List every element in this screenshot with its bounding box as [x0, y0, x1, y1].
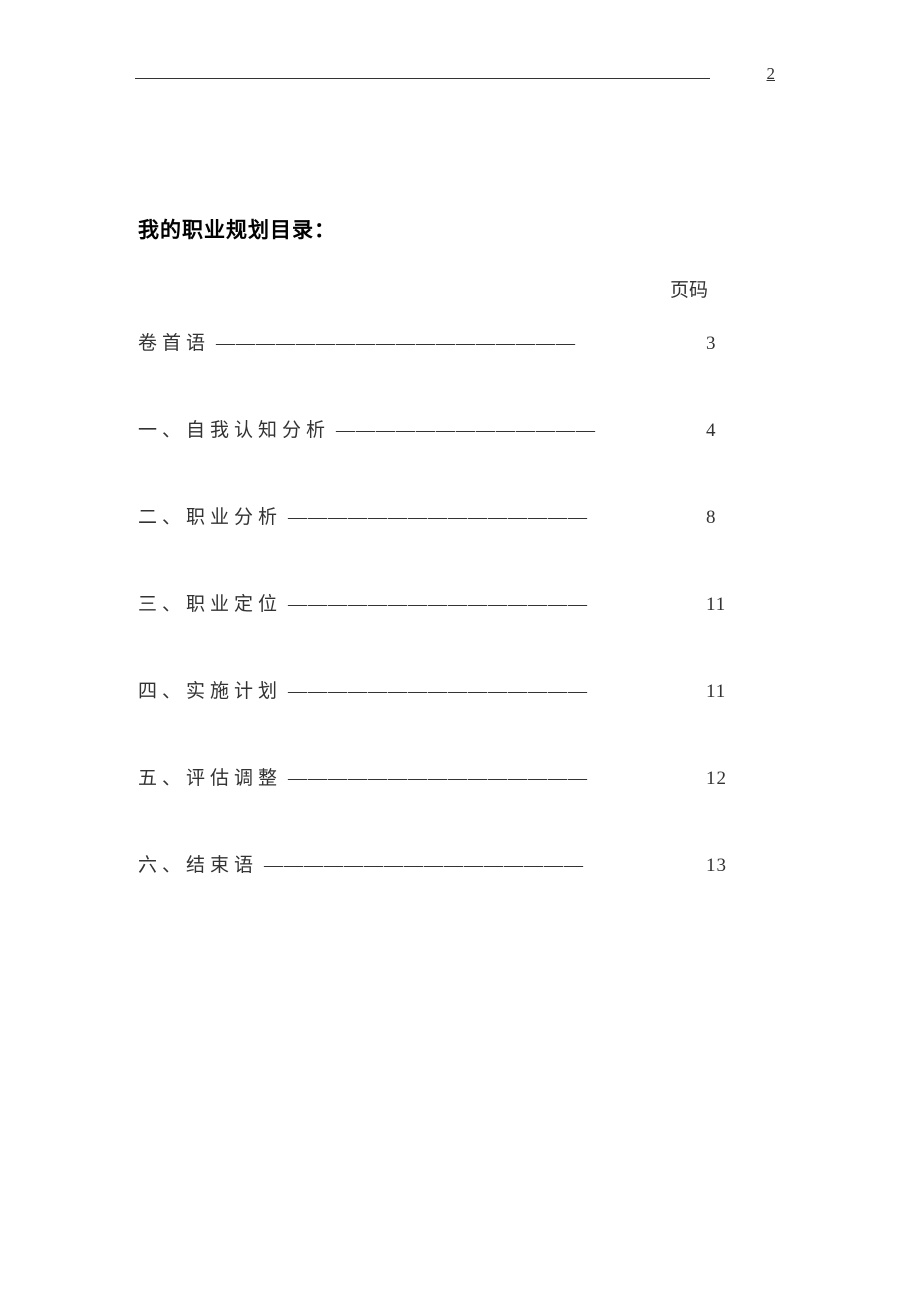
- toc-entry-page: 11: [688, 594, 738, 616]
- toc-entry: 二、职业分析 ——————————————— 8: [138, 502, 738, 529]
- toc-entry-label: 六、结束语: [138, 850, 258, 877]
- page-number: 2: [767, 64, 776, 84]
- toc-entry-leader: ———————————————: [282, 594, 688, 616]
- toc-entry-page: 11: [688, 681, 738, 703]
- toc-entry: 四、实施计划 ——————————————— 11: [138, 676, 738, 703]
- toc-entry-label: 四、实施计划: [138, 676, 282, 703]
- toc-entry: 一、自我认知分析 ————————————— 4: [138, 415, 738, 442]
- toc-entry-label: 一、自我认知分析: [138, 415, 330, 442]
- toc-entry-label: 五、评估调整: [138, 763, 282, 790]
- toc-entry-leader: —————————————: [330, 420, 688, 442]
- toc-title: 我的职业规划目录：: [138, 214, 336, 244]
- toc-entry-page: 4: [688, 420, 738, 442]
- toc-list: 卷首语 —————————————————— 3 一、自我认知分析 ——————…: [138, 328, 738, 937]
- toc-entry-page: 3: [688, 333, 738, 355]
- toc-entry: 三、职业定位 ——————————————— 11: [138, 589, 738, 616]
- toc-entry-leader: ———————————————: [282, 507, 688, 529]
- toc-entry-leader: ———————————————: [282, 768, 688, 790]
- page-column-header: 页码: [670, 275, 708, 302]
- toc-entry: 五、评估调整 ——————————————— 12: [138, 763, 738, 790]
- toc-entry-label: 三、职业定位: [138, 589, 282, 616]
- toc-entry-page: 8: [688, 507, 738, 529]
- toc-entry-label: 卷首语: [138, 328, 210, 355]
- toc-entry-label: 二、职业分析: [138, 502, 282, 529]
- toc-entry-leader: ——————————————————: [210, 333, 688, 355]
- toc-entry-page: 13: [688, 855, 738, 877]
- toc-entry-page: 12: [688, 768, 738, 790]
- toc-entry: 六、结束语 ———————————————— 13: [138, 850, 738, 877]
- toc-entry: 卷首语 —————————————————— 3: [138, 328, 738, 355]
- toc-entry-leader: ———————————————: [282, 681, 688, 703]
- header-rule: [135, 78, 710, 79]
- toc-entry-leader: ————————————————: [258, 855, 688, 877]
